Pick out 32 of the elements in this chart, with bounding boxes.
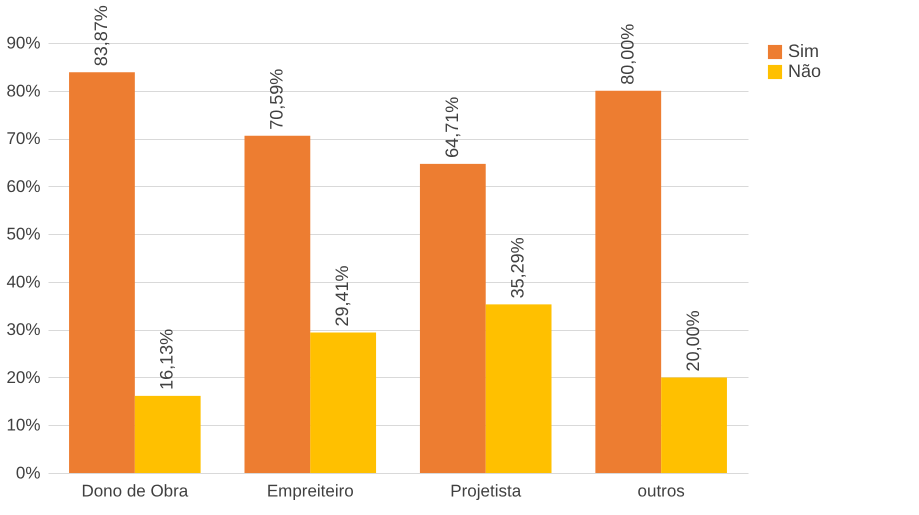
bar [486, 304, 552, 473]
bar [69, 72, 135, 473]
y-tick-label: 70% [6, 129, 40, 148]
bar [310, 332, 376, 473]
y-tick-label: 90% [6, 34, 40, 52]
data-label: 29,41% [332, 265, 352, 326]
data-label: 20,00% [683, 310, 704, 372]
x-tick-label: Empreiteiro [266, 482, 354, 500]
bar [134, 396, 201, 473]
x-tick-label: Dono de Obra [81, 482, 189, 500]
bar [595, 90, 662, 473]
legend-label: Não [788, 61, 822, 81]
data-label: 70,59% [266, 68, 286, 130]
data-label: 64,71% [442, 96, 462, 158]
bar [244, 136, 310, 473]
data-label: 80,00% [617, 24, 638, 85]
data-label: 16,13% [156, 328, 177, 390]
y-tick-label: 10% [6, 416, 40, 435]
y-tick-label: 80% [6, 81, 40, 100]
legend-label: Sim [788, 41, 819, 61]
y-tick-label: 20% [6, 368, 40, 387]
data-label: 83,87% [90, 5, 111, 66]
y-tick-label: 30% [6, 320, 40, 340]
y-tick-label: 60% [6, 176, 40, 196]
y-tick-label: 50% [6, 224, 40, 244]
bar [420, 164, 486, 473]
data-label: 35,29% [508, 237, 528, 298]
x-tick-label: Projetista [450, 482, 522, 500]
y-tick-label: 0% [16, 464, 40, 482]
bar [661, 377, 727, 473]
y-tick-label: 40% [6, 272, 40, 292]
x-tick-label: outros [638, 482, 685, 500]
